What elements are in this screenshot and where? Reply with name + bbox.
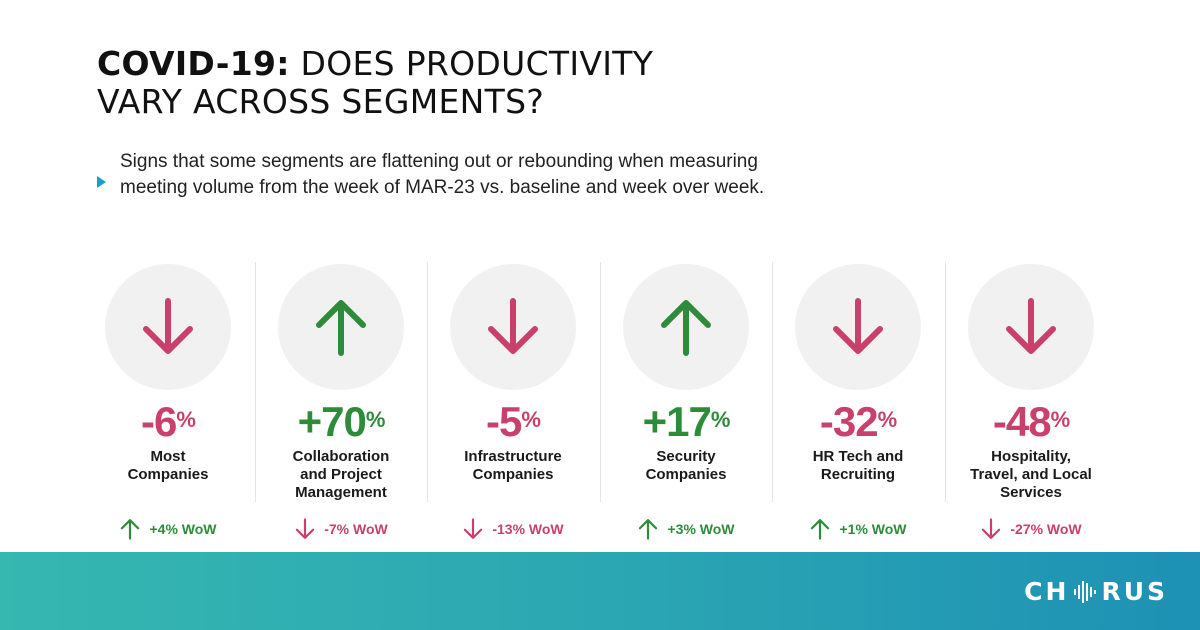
wow-change: -7% WoW (255, 514, 427, 544)
trend-circle (450, 264, 576, 390)
trend-circle (623, 264, 749, 390)
segment-label-line: and Project (300, 466, 382, 483)
subtitle: Signs that some segments are flattening … (120, 151, 765, 198)
segment-change-value: -6% (82, 398, 254, 446)
percent-sign: % (176, 407, 196, 432)
wow-change: -27% WoW (945, 514, 1117, 544)
logo-text-suffix: RUS (1101, 577, 1168, 606)
trend-circle (795, 264, 921, 390)
arrow-down-icon (833, 298, 883, 354)
arrow-down-icon (143, 298, 193, 354)
wow-value: +1% WoW (839, 521, 907, 537)
segment-card: -5% Infrastructure Companies -13% WoW (427, 262, 599, 547)
segment-label: HR Tech and Recruiting (772, 448, 944, 484)
segment-change-value: -48% (945, 398, 1117, 446)
segment-label-line: Most (150, 448, 186, 465)
segment-label: Security Companies (600, 448, 772, 484)
segment-label-line: HR Tech and (812, 448, 904, 465)
wow-value: +3% WoW (667, 521, 735, 537)
small-arrow-up-icon (121, 519, 140, 540)
change-number: -5 (486, 398, 522, 445)
trend-circle (968, 264, 1094, 390)
segment-label: Most Companies (82, 448, 254, 484)
segment-divider (255, 262, 256, 502)
segment-card: +17% Security Companies +3% WoW (600, 262, 772, 547)
segment-label-line: Management (295, 484, 387, 501)
trend-circle (105, 264, 231, 390)
chorus-logo: CH RUS (1024, 577, 1168, 606)
change-number: -32 (819, 398, 879, 445)
small-arrow-down-icon (982, 518, 1001, 539)
wow-value: -27% WoW (1010, 521, 1082, 537)
segment-change-value: -32% (772, 398, 944, 446)
segment-label-line: Infrastructure (464, 448, 562, 465)
segment-change-value: +17% (600, 398, 772, 446)
wow-value: +4% WoW (149, 521, 217, 537)
segment-card: +70% Collaboration and Project Management -7… (255, 262, 427, 547)
segment-divider (945, 262, 946, 502)
title-line2: VARY ACROSS SEGMENTS? (97, 82, 545, 121)
segment-label-line: Recruiting (820, 466, 896, 483)
segment-change-value: -5% (427, 398, 599, 446)
segment-label-line: Collaboration (292, 448, 390, 465)
segment-card: -48% Hospitality, Travel, and Local Service… (945, 262, 1117, 547)
change-number: +17 (642, 398, 712, 445)
segment-label-line: Companies (472, 466, 554, 483)
small-arrow-up-icon (811, 519, 830, 540)
segment-card: -32% HR Tech and Recruiting +1% WoW (772, 262, 944, 547)
segment-label: Hospitality, Travel, and Local Services (945, 448, 1117, 502)
change-number: -6 (141, 398, 177, 445)
wow-change: +1% WoW (772, 514, 944, 544)
page-title: COVID-19: DOES PRODUCTIVITY VARY ACROSS S… (97, 45, 653, 121)
title-bold: COVID-19: (97, 44, 290, 83)
segment-label-line: Hospitality, (991, 448, 1071, 465)
arrow-up-icon (316, 300, 366, 356)
arrow-down-icon (1006, 298, 1056, 354)
soundwave-o-icon (1074, 580, 1097, 603)
segment-label-line: Companies (645, 466, 727, 483)
footer-bar: CH RUS (0, 552, 1200, 630)
title-rest: DOES PRODUCTIVITY (289, 44, 654, 83)
segment-divider (427, 262, 428, 502)
segment-label-line: Travel, and Local (970, 466, 1092, 483)
small-arrow-up-icon (639, 519, 658, 540)
wow-change: +3% WoW (600, 514, 772, 544)
change-number: +70 (297, 398, 367, 445)
wow-change: -13% WoW (427, 514, 599, 544)
small-arrow-down-icon (464, 518, 483, 539)
wow-change: +4% WoW (82, 514, 254, 544)
segment-divider (772, 262, 773, 502)
arrow-down-icon (488, 298, 538, 354)
segment-change-value: +70% (255, 398, 427, 446)
segment-label: Collaboration and Project Management (255, 448, 427, 502)
segment-label: Infrastructure Companies (427, 448, 599, 484)
segment-card: -6% Most Companies +4% WoW (82, 262, 254, 547)
percent-sign: % (1050, 407, 1071, 432)
logo-text-prefix: CH (1024, 577, 1070, 606)
small-arrow-down-icon (296, 518, 315, 539)
segment-label-line: Companies (127, 466, 209, 483)
bullet-triangle-icon (97, 176, 106, 188)
segment-label-line: Services (1000, 484, 1062, 501)
wow-value: -13% WoW (492, 521, 564, 537)
percent-sign: % (710, 407, 731, 432)
segment-divider (600, 262, 601, 502)
percent-sign: % (365, 407, 386, 432)
arrow-up-icon (661, 300, 711, 356)
percent-sign: % (521, 407, 541, 432)
segment-label-line: Security (656, 448, 716, 465)
percent-sign: % (877, 407, 898, 432)
wow-value: -7% WoW (324, 521, 388, 537)
segment-cards: -6% Most Companies +4% WoW +70% Collaboration… (82, 262, 1118, 547)
trend-circle (278, 264, 404, 390)
change-number: -48 (992, 398, 1052, 445)
